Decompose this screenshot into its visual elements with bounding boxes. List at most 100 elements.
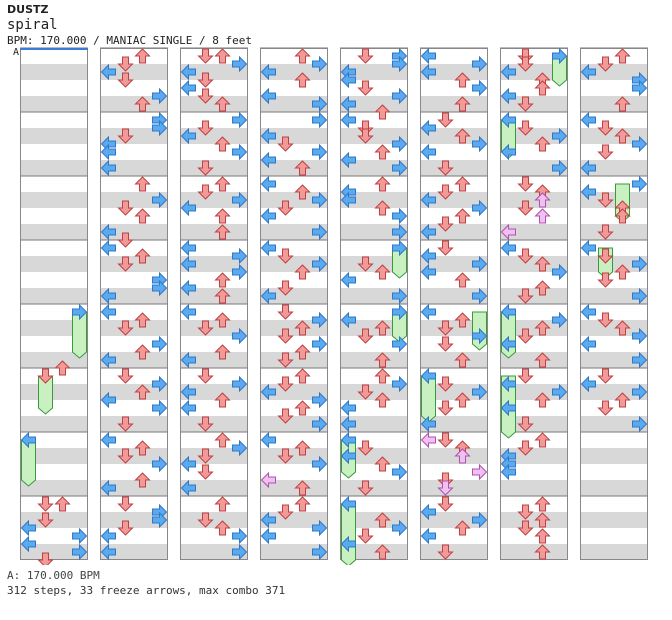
left-arrow-icon xyxy=(180,199,196,217)
down-arrow-icon xyxy=(277,280,294,296)
left-arrow-icon xyxy=(580,111,596,129)
left-arrow-icon xyxy=(580,375,596,393)
up-arrow-icon xyxy=(534,496,551,512)
up-arrow-icon xyxy=(214,392,231,408)
left-arrow-icon xyxy=(260,151,276,169)
bpm-legend: A: 170.000 BPM xyxy=(7,569,100,582)
up-arrow-icon xyxy=(134,344,151,360)
down-arrow-icon xyxy=(197,160,214,176)
up-arrow-icon xyxy=(374,264,391,280)
down-arrow-icon xyxy=(517,440,534,456)
right-arrow-icon xyxy=(392,335,408,353)
down-arrow-icon xyxy=(357,480,374,496)
left-arrow-icon xyxy=(420,143,436,161)
right-arrow-icon xyxy=(232,111,248,129)
left-arrow-icon xyxy=(20,519,36,537)
right-arrow-icon xyxy=(312,543,328,561)
down-arrow-icon xyxy=(437,544,454,560)
left-arrow-icon xyxy=(260,527,276,545)
left-arrow-icon xyxy=(340,399,356,417)
down-arrow-icon xyxy=(357,128,374,144)
down-arrow-icon xyxy=(197,448,214,464)
left-arrow-icon xyxy=(180,303,196,321)
right-arrow-icon xyxy=(152,511,168,529)
up-arrow-icon xyxy=(294,344,311,360)
right-arrow-icon xyxy=(632,383,648,401)
up-arrow-icon xyxy=(134,48,151,64)
up-arrow-icon xyxy=(134,96,151,112)
left-arrow-icon xyxy=(260,511,276,529)
down-arrow-icon xyxy=(437,216,454,232)
right-arrow-icon xyxy=(472,255,488,273)
left-arrow-icon xyxy=(340,415,356,433)
right-arrow-icon xyxy=(472,79,488,97)
right-arrow-icon xyxy=(632,79,648,97)
left-arrow-icon xyxy=(180,127,196,145)
left-arrow-icon xyxy=(580,63,596,81)
right-arrow-icon xyxy=(472,199,488,217)
left-arrow-icon xyxy=(420,415,436,433)
right-arrow-icon xyxy=(232,543,248,561)
left-arrow-icon xyxy=(180,383,196,401)
left-arrow-icon xyxy=(420,191,436,209)
left-arrow-icon xyxy=(20,431,36,449)
right-arrow-icon xyxy=(552,159,568,177)
down-arrow-icon xyxy=(117,56,134,72)
up-arrow-icon xyxy=(614,96,631,112)
up-arrow-icon xyxy=(214,224,231,240)
up-arrow-icon xyxy=(454,392,471,408)
right-arrow-icon xyxy=(552,383,568,401)
down-arrow-icon xyxy=(517,248,534,264)
down-arrow-icon xyxy=(197,368,214,384)
left-arrow-icon xyxy=(260,127,276,145)
up-arrow-icon xyxy=(54,496,71,512)
left-arrow-icon xyxy=(500,303,516,321)
up-arrow-icon xyxy=(294,440,311,456)
left-arrow-icon xyxy=(180,239,196,257)
right-arrow-icon xyxy=(392,375,408,393)
down-arrow-icon xyxy=(517,96,534,112)
up-arrow-icon xyxy=(294,496,311,512)
left-arrow-icon xyxy=(340,71,356,89)
right-arrow-icon xyxy=(312,311,328,329)
down-arrow-icon xyxy=(277,248,294,264)
down-arrow-icon xyxy=(197,120,214,136)
down-arrow-icon xyxy=(357,384,374,400)
right-arrow-icon xyxy=(552,127,568,145)
left-arrow-icon xyxy=(260,87,276,105)
right-arrow-icon xyxy=(72,527,88,545)
down-arrow-icon xyxy=(437,480,454,496)
right-arrow-icon xyxy=(152,87,168,105)
left-arrow-icon xyxy=(340,495,356,513)
up-arrow-icon xyxy=(214,520,231,536)
down-arrow-icon xyxy=(597,248,614,264)
down-arrow-icon xyxy=(277,408,294,424)
down-arrow-icon xyxy=(517,504,534,520)
right-arrow-icon xyxy=(312,223,328,241)
up-arrow-icon xyxy=(294,320,311,336)
up-arrow-icon xyxy=(454,312,471,328)
up-arrow-icon xyxy=(134,384,151,400)
step-chart xyxy=(20,47,648,565)
down-arrow-icon xyxy=(197,416,214,432)
down-arrow-icon xyxy=(117,128,134,144)
left-arrow-icon xyxy=(180,79,196,97)
right-arrow-icon xyxy=(232,327,248,345)
down-arrow-icon xyxy=(357,328,374,344)
left-arrow-icon xyxy=(420,367,436,385)
up-arrow-icon xyxy=(454,520,471,536)
right-arrow-icon xyxy=(472,463,488,481)
left-arrow-icon xyxy=(100,391,116,409)
left-arrow-icon xyxy=(100,431,116,449)
left-arrow-icon xyxy=(580,239,596,257)
up-arrow-icon xyxy=(534,544,551,560)
up-arrow-icon xyxy=(614,264,631,280)
up-arrow-icon xyxy=(294,72,311,88)
up-arrow-icon xyxy=(294,480,311,496)
down-arrow-icon xyxy=(517,56,534,72)
left-arrow-icon xyxy=(500,111,516,129)
up-arrow-icon xyxy=(534,80,551,96)
up-arrow-icon xyxy=(534,528,551,544)
up-arrow-icon xyxy=(294,400,311,416)
up-arrow-icon xyxy=(454,448,471,464)
